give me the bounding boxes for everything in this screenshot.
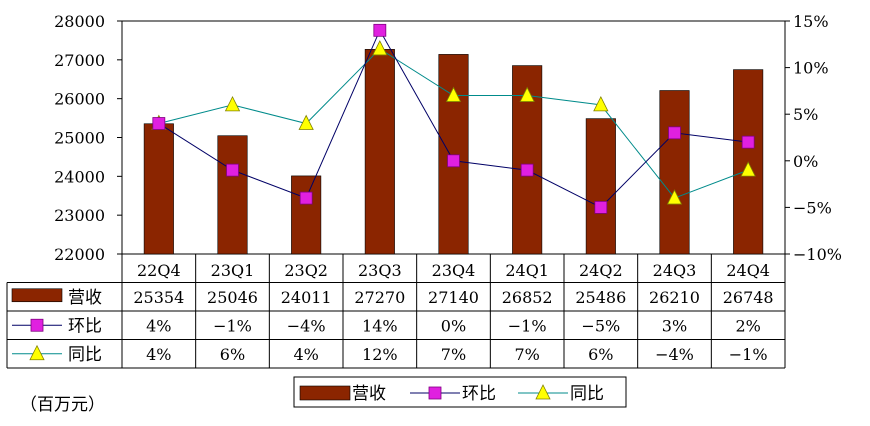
right-axis-tick-label: 10% (793, 59, 829, 78)
yoy-table-value: 7% (441, 345, 466, 364)
right-axis-tick-label: 0% (793, 152, 818, 171)
left-axis-tick-label: 23000 (54, 206, 105, 225)
mom-marker (447, 154, 460, 168)
category-label: 23Q3 (358, 261, 402, 280)
mom-marker (668, 126, 681, 140)
yoy-marker (372, 40, 388, 56)
yoy-key-marker (29, 344, 45, 361)
left-axis-tick-label: 22000 (54, 245, 105, 264)
legend-revenue-key (299, 385, 351, 401)
revenue-bar (659, 90, 690, 255)
yoy-table-value: −1% (729, 345, 768, 364)
revenue-table-value: 26852 (502, 288, 553, 307)
left-axis-tick-label: 28000 (54, 12, 105, 31)
category-label: 23Q4 (432, 261, 476, 280)
right-axis-tick-label: 5% (793, 105, 818, 124)
mom-row-label: 环比 (68, 316, 102, 336)
revenue-bars (143, 49, 764, 255)
revenue-table-value: 26210 (649, 288, 700, 307)
revenue-bar (585, 118, 616, 255)
revenue-bar (143, 123, 174, 255)
mom-marker (520, 163, 534, 177)
mom-marker (226, 163, 239, 177)
revenue-table-value: 27270 (354, 288, 405, 307)
mom-table-value: 4% (146, 316, 171, 335)
revenue-bar (291, 175, 322, 255)
yoy-marker (666, 189, 683, 205)
revenue-table-value: 26748 (723, 288, 774, 307)
category-label: 23Q2 (284, 261, 328, 280)
yoy-table-value: 12% (362, 345, 398, 364)
legend-yoy-label: 同比 (570, 384, 604, 404)
mom-marker (299, 191, 313, 205)
right-axis-tick-label: 15% (793, 12, 829, 31)
legend: 营收 环比 同比 (293, 376, 627, 408)
legend-revenue-label: 营收 (352, 384, 386, 404)
yoy-marker (740, 161, 756, 177)
revenue-table-value: 25046 (207, 288, 258, 307)
right-axis-tick-label: −5% (793, 198, 832, 217)
category-label: 23Q1 (211, 261, 255, 280)
left-axis-tick-label: 27000 (54, 51, 105, 70)
mom-table-value: 2% (735, 316, 760, 335)
revenue-row-label: 营收 (68, 288, 102, 308)
growth-lines (151, 23, 756, 214)
revenue-bar (217, 135, 248, 255)
category-label: 24Q4 (726, 261, 770, 280)
legend-yoy-key-marker (535, 384, 551, 400)
yoy-marker (593, 95, 609, 112)
mom-marker (373, 23, 387, 37)
mom-table-value: 3% (662, 316, 687, 335)
data-table: 22Q4 23Q1 23Q2 23Q3 23Q4 24Q1 24Q2 24Q3 24Q4 营收 25… (6, 254, 786, 369)
yoy-marker (224, 95, 241, 112)
mom-table-value: −1% (213, 316, 252, 335)
category-label: 22Q4 (137, 261, 181, 280)
revenue-bar (438, 54, 469, 255)
yoy-marker (445, 86, 462, 102)
revenue-key (11, 288, 63, 303)
revenue-table-value: 25354 (133, 288, 184, 307)
revenue-table-value: 24011 (281, 288, 332, 307)
yoy-row-label: 同比 (68, 345, 102, 365)
yoy-marker (298, 114, 314, 130)
yoy-marker (519, 86, 535, 102)
mom-key-marker (30, 318, 44, 332)
left-axis-tick-label: 25000 (54, 129, 105, 148)
left-axis-tick-label: 26000 (54, 90, 105, 109)
legend-mom-key-marker (428, 386, 442, 400)
yoy-table-value: 6% (220, 345, 245, 364)
right-axis-tick-label: −10% (793, 245, 842, 264)
yoy-table-value: 4% (293, 345, 318, 364)
yoy-table-value: −4% (655, 345, 694, 364)
left-axis: 22000 23000 24000 25000 26000 27000 28000 (54, 12, 122, 264)
mom-table-value: 0% (441, 316, 466, 335)
revenue-table-value: 25486 (575, 288, 626, 307)
unit-note: （百万元） (20, 395, 105, 415)
mom-table-value: −1% (508, 316, 547, 335)
mom-marker (741, 135, 755, 149)
right-axis: −10% −5% 0% 5% 10% 15% (785, 12, 842, 264)
left-axis-tick-label: 24000 (54, 167, 105, 186)
mom-table-value: −5% (581, 316, 620, 335)
revenue-bar (364, 49, 395, 255)
category-label: 24Q2 (579, 261, 623, 280)
yoy-table-value: 4% (146, 345, 171, 364)
category-label: 24Q1 (505, 261, 549, 280)
yoy-table-value: 6% (588, 345, 613, 364)
mom-marker (152, 117, 166, 130)
mom-table-value: 14% (362, 316, 398, 335)
legend-mom-label: 环比 (462, 384, 496, 404)
revenue-table-value: 27140 (428, 288, 479, 307)
mom-table-value: −4% (287, 316, 326, 335)
category-label: 24Q3 (653, 261, 697, 280)
yoy-table-value: 7% (514, 345, 539, 364)
mom-marker (594, 200, 608, 214)
